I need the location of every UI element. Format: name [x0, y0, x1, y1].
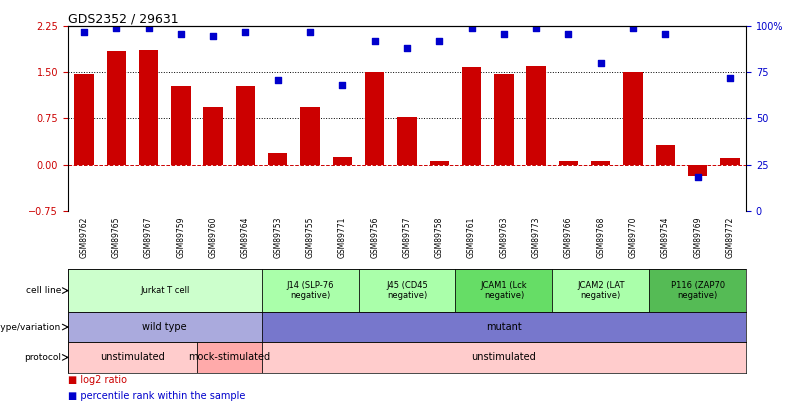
Point	[562, 30, 575, 37]
Point	[271, 77, 284, 83]
Bar	[527, 66, 546, 164]
Text: wild type: wild type	[142, 322, 187, 332]
Bar	[203, 107, 223, 164]
Bar	[172, 86, 191, 164]
Point	[142, 25, 155, 32]
Point	[595, 60, 607, 66]
Bar	[262, 312, 746, 342]
Bar	[365, 72, 385, 164]
Point	[207, 32, 219, 39]
Text: J45 (CD45
negative): J45 (CD45 negative)	[386, 281, 428, 300]
Text: ■ log2 ratio: ■ log2 ratio	[68, 375, 127, 385]
Bar	[623, 72, 642, 164]
Bar	[429, 162, 449, 164]
Text: JCAM2 (LAT
negative): JCAM2 (LAT negative)	[577, 281, 625, 300]
Text: J14 (SLP-76
negative): J14 (SLP-76 negative)	[286, 281, 334, 300]
Point	[304, 29, 317, 35]
Text: mutant: mutant	[486, 322, 522, 332]
Bar	[397, 117, 417, 164]
Point	[110, 25, 123, 32]
Bar	[197, 342, 262, 373]
Point	[401, 45, 413, 52]
Bar	[456, 269, 552, 312]
Bar	[74, 74, 93, 164]
Bar	[494, 74, 514, 164]
Bar	[650, 269, 746, 312]
Bar	[235, 86, 255, 164]
Bar	[462, 68, 481, 164]
Point	[175, 30, 188, 37]
Text: protocol: protocol	[24, 353, 61, 362]
Text: GDS2352 / 29631: GDS2352 / 29631	[68, 12, 179, 25]
Bar	[262, 342, 746, 373]
Point	[369, 38, 381, 44]
Bar	[721, 158, 740, 164]
Point	[659, 30, 672, 37]
Text: genotype/variation: genotype/variation	[0, 322, 61, 332]
Text: cell line: cell line	[26, 286, 61, 295]
Text: mock-stimulated: mock-stimulated	[188, 352, 271, 362]
Bar	[552, 269, 650, 312]
Text: JCAM1 (Lck
negative): JCAM1 (Lck negative)	[480, 281, 527, 300]
Bar	[268, 153, 287, 164]
Bar	[358, 269, 456, 312]
Bar	[68, 342, 197, 373]
Point	[433, 38, 445, 44]
Bar	[591, 162, 610, 164]
Text: unstimulated: unstimulated	[100, 352, 165, 362]
Point	[626, 25, 639, 32]
Point	[336, 82, 349, 89]
Bar	[262, 269, 358, 312]
Point	[465, 25, 478, 32]
Text: unstimulated: unstimulated	[472, 352, 536, 362]
Point	[691, 174, 704, 181]
Bar	[688, 164, 707, 176]
Bar	[68, 312, 262, 342]
Bar	[139, 50, 158, 164]
Bar	[68, 269, 262, 312]
Point	[724, 75, 737, 81]
Bar	[300, 107, 320, 164]
Bar	[333, 157, 352, 164]
Point	[77, 29, 90, 35]
Text: P116 (ZAP70
negative): P116 (ZAP70 negative)	[670, 281, 725, 300]
Bar	[656, 145, 675, 164]
Text: ■ percentile rank within the sample: ■ percentile rank within the sample	[68, 391, 245, 401]
Bar	[107, 51, 126, 164]
Bar	[559, 162, 579, 164]
Point	[497, 30, 510, 37]
Text: Jurkat T cell: Jurkat T cell	[140, 286, 189, 295]
Point	[239, 29, 252, 35]
Point	[530, 25, 543, 32]
